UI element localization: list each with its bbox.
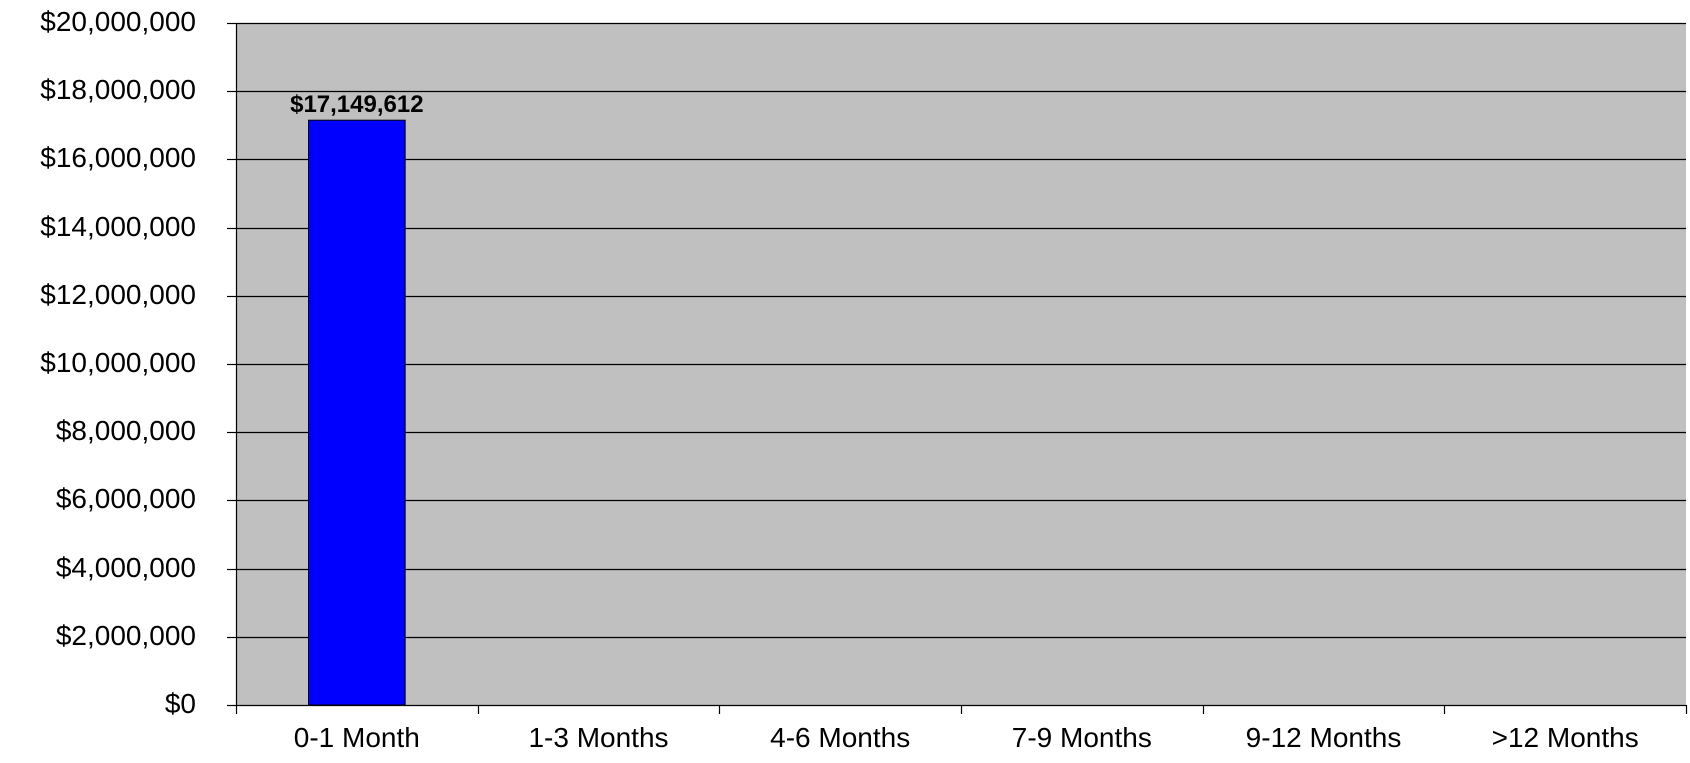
y-tick-label: $8,000,000 (56, 415, 196, 446)
y-tick-label: $4,000,000 (56, 552, 196, 583)
x-tick-label: >12 Months (1492, 722, 1639, 753)
x-tick-label: 1-3 Months (528, 722, 668, 753)
bar-data-label: $17,149,612 (290, 91, 423, 118)
y-tick-label: $6,000,000 (56, 483, 196, 514)
y-tick-label: $20,000,000 (40, 6, 196, 37)
x-tick-label: 9-12 Months (1246, 722, 1402, 753)
x-tick-label: 4-6 Months (770, 722, 910, 753)
y-tick-label: $10,000,000 (40, 347, 196, 378)
bar (308, 119, 406, 706)
x-tick-label: 0-1 Month (294, 722, 420, 753)
gridlines (236, 22, 1686, 639)
data-labels: $17,149,612 (290, 91, 423, 118)
y-tick-label: $0 (165, 688, 196, 719)
x-tick-label: 7-9 Months (1012, 722, 1152, 753)
y-tick-label: $18,000,000 (40, 74, 196, 105)
y-tick-label: $14,000,000 (40, 211, 196, 242)
y-axis: $0 $2,000,000 $4,000,000 $6,000,000 $8,000,0… (40, 6, 238, 719)
y-tick-label: $12,000,000 (40, 279, 196, 310)
y-tick-label: $16,000,000 (40, 142, 196, 173)
y-tick-label: $2,000,000 (56, 620, 196, 651)
x-axis: 0-1 Month 1-3 Months 4-6 Months 7-9 Months 9… (235, 704, 1688, 753)
bars (308, 119, 406, 706)
